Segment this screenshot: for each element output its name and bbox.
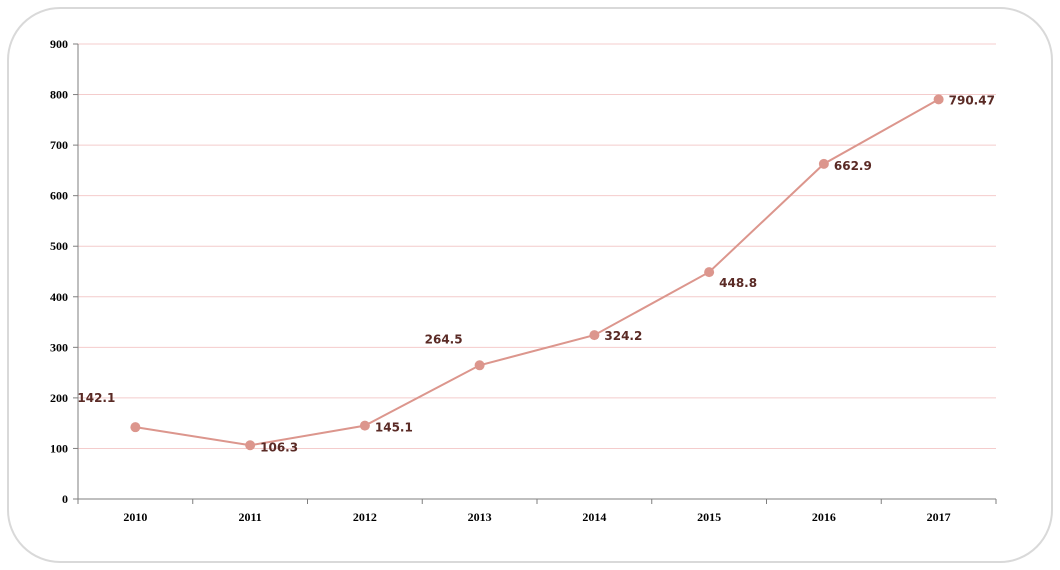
- y-tick-label: 700: [50, 138, 68, 152]
- series-line: [135, 98, 940, 447]
- x-tick-label: 2015: [697, 510, 721, 524]
- y-tick-labels: 0 100 200 300 400 500 600 700 800 900: [50, 37, 68, 506]
- data-label: 448.8: [719, 276, 757, 290]
- y-tick-label: 600: [50, 189, 68, 203]
- x-tick-label: 2016: [812, 510, 836, 524]
- data-label: 662.9: [834, 159, 872, 173]
- gridlines: [78, 43, 996, 449]
- data-point: [245, 440, 256, 451]
- data-labels: 142.1 106.3 145.1 264.5 324.2 448.8 662.9 790.4…: [77, 93, 995, 454]
- data-point: [359, 420, 370, 431]
- data-label: 106.3: [260, 440, 298, 454]
- data-point: [130, 422, 141, 433]
- y-tick-label: 300: [50, 340, 68, 354]
- x-tick-label: 2017: [927, 510, 951, 524]
- axes: [73, 43, 997, 504]
- data-point: [704, 267, 715, 278]
- data-point: [818, 158, 829, 169]
- x-tick-label: 2013: [468, 510, 492, 524]
- data-point: [933, 94, 944, 105]
- data-label: 142.1: [77, 391, 115, 405]
- y-tick-label: 100: [50, 441, 68, 455]
- y-tick-label: 900: [50, 37, 68, 51]
- y-tick-label: 400: [50, 290, 68, 304]
- x-tick-labels: 2010 2011 2012 2013 2014 2015 2016 2017: [123, 510, 950, 524]
- data-label: 790.47: [949, 93, 995, 107]
- x-tick-label: 2011: [238, 510, 261, 524]
- data-label: 145.1: [375, 421, 413, 435]
- data-points: [130, 94, 944, 451]
- data-label: 324.2: [604, 329, 642, 343]
- x-tick-label: 2014: [582, 510, 606, 524]
- x-tick-label: 2010: [123, 510, 147, 524]
- data-point: [589, 330, 600, 341]
- y-tick-label: 500: [50, 239, 68, 253]
- data-label: 264.5: [425, 332, 463, 346]
- y-tick-label: 800: [50, 88, 68, 102]
- y-tick-label: 200: [50, 391, 68, 405]
- data-point: [474, 360, 485, 371]
- y-tick-label: 0: [62, 492, 68, 506]
- x-tick-label: 2012: [353, 510, 377, 524]
- chart-border: [7, 7, 1053, 563]
- series-line: [135, 98, 940, 447]
